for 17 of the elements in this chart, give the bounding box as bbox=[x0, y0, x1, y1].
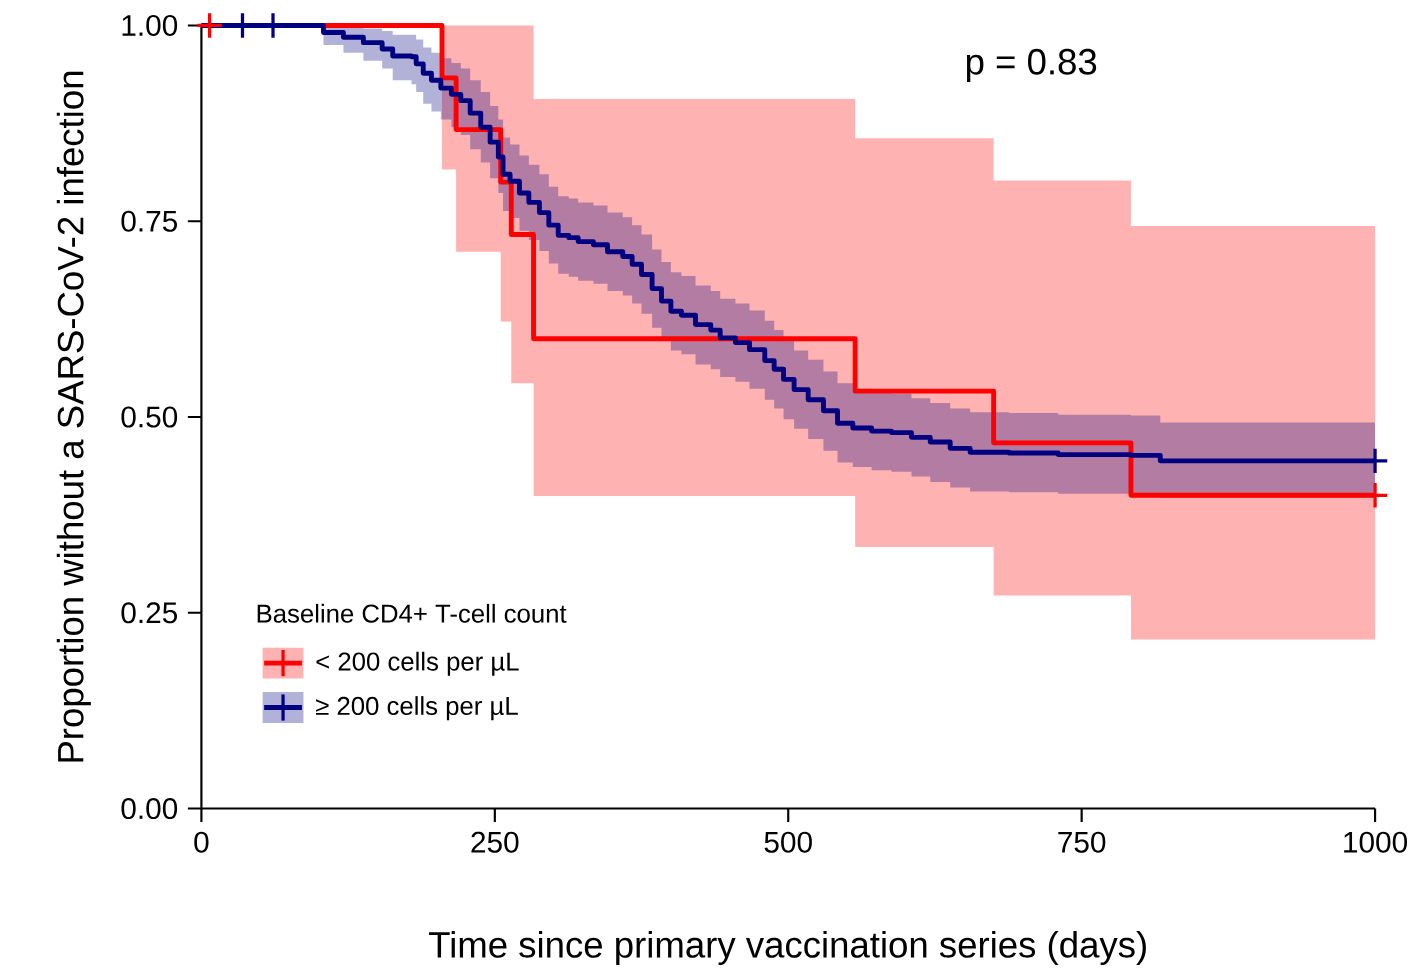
y-tick-label: 0.50 bbox=[121, 406, 178, 428]
x-tick-label: 750 bbox=[1058, 831, 1106, 853]
y-tick-label: 0.25 bbox=[121, 602, 178, 624]
x-tick-label: 250 bbox=[471, 831, 519, 853]
y-tick-label: 0.00 bbox=[121, 797, 178, 820]
annotation: p = 0.83 bbox=[966, 48, 1097, 82]
legend-label: < 200 cells per µL bbox=[316, 651, 519, 676]
x-tick-label: 500 bbox=[764, 831, 812, 853]
y-axis-title: Proportion without a SARS-CoV-2 infection bbox=[56, 71, 91, 762]
y-tick-label: 0.75 bbox=[121, 210, 178, 232]
point bbox=[195, 11, 224, 40]
legend-label: ≥ 200 cells per µL bbox=[316, 696, 518, 721]
x-axis-title: Time since primary vaccination series (days) bbox=[429, 930, 1146, 966]
x-tick-label: 1000 bbox=[1344, 831, 1407, 853]
legend-title: Baseline CD4+ T-cell count bbox=[257, 603, 567, 623]
x-tick-label: 0 bbox=[194, 831, 209, 853]
y-tick-label: 1.00 bbox=[122, 14, 178, 36]
